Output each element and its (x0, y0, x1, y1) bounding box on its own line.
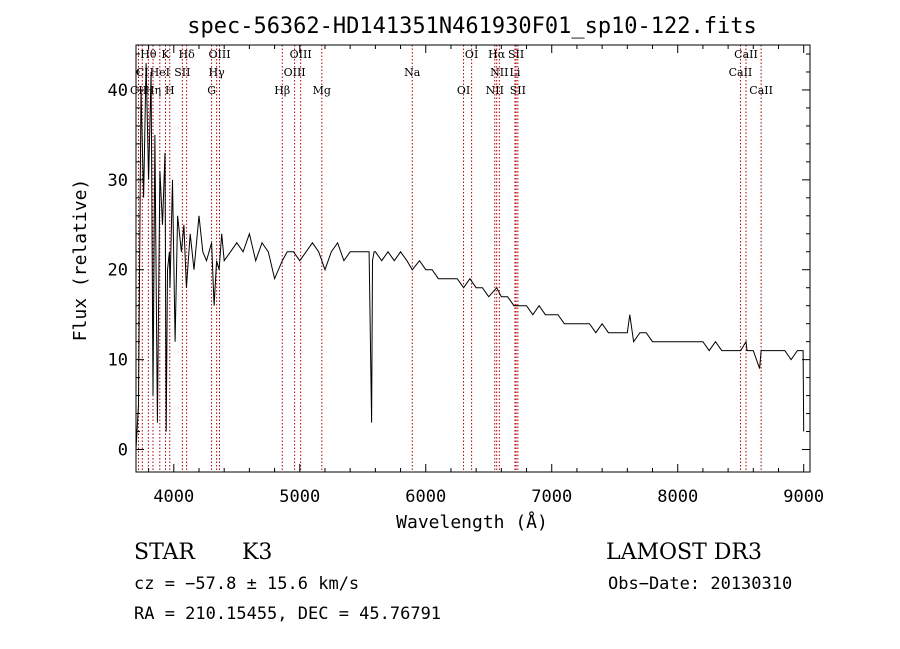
spectral-line-label: OI (465, 48, 478, 61)
y-tick-label: 10 (108, 351, 128, 371)
spectral-line-label: OIII (290, 48, 312, 61)
spectral-line-label: NII (486, 84, 504, 97)
spectral-line-label: SII (508, 48, 524, 61)
spectral-line-label: OI (457, 84, 470, 97)
spectral-subclass: K3 (242, 540, 273, 565)
spectrum-line (135, 62, 805, 450)
chart-title: spec-56362-HD141351N461930F01_sp10-122.f… (187, 14, 757, 39)
x-tick-label: 9000 (783, 487, 824, 507)
y-tick-label: 40 (108, 81, 128, 101)
spectral-line-label: CII (130, 84, 147, 97)
spectral-line-label: OIII (208, 48, 230, 61)
x-tick-label: 8000 (657, 487, 698, 507)
spectral-line-label: Mg (313, 84, 331, 97)
observation-date: Obs−Date: 20130310 (608, 574, 793, 594)
spectral-line-label: CaII (729, 66, 753, 79)
x-tick-label: 4000 (153, 487, 194, 507)
survey-name: LAMOST DR3 (606, 540, 762, 565)
object-type: STAR (134, 540, 195, 565)
spectral-line-label: Hη (145, 84, 161, 97)
x-tick-label: 7000 (531, 487, 572, 507)
spectral-line-label: Hθ (140, 48, 157, 61)
spectral-line-label: Na (404, 66, 421, 79)
spectral-line-label: CaII (734, 48, 758, 61)
spectral-line-label: CaII (749, 84, 773, 97)
spectral-line-label: Li (510, 66, 521, 79)
plot-frame (135, 44, 811, 473)
spectral-line-label: Hγ (209, 66, 226, 79)
redshift-velocity: cz = −57.8 ± 15.6 km/s (134, 574, 360, 594)
x-tick-label: 5000 (279, 487, 320, 507)
y-axis-label: Flux (relative) (70, 179, 91, 342)
x-axis-label: Wavelength (Å) (396, 511, 548, 533)
coordinates: RA = 210.15455, DEC = 45.76791 (134, 604, 442, 624)
spectral-line-label: K (161, 48, 170, 61)
y-tick-label: 0 (118, 441, 128, 461)
spectral-line-label: Hδ (179, 48, 196, 61)
spectral-line-label: SII (510, 84, 526, 97)
x-tick-label: 6000 (405, 487, 446, 507)
y-tick-label: 30 (108, 171, 128, 191)
spectral-line-label: G (207, 84, 216, 97)
spectral-line-label: OIII (284, 66, 306, 79)
spectral-line-label: NII (490, 66, 508, 79)
spectral-line-label: H (165, 84, 175, 97)
y-tick-label: 20 (108, 261, 128, 281)
spectral-line-label: SII (174, 66, 190, 79)
spectral-line-label: Hα (488, 48, 506, 61)
spectral-line-label: HeI (150, 66, 170, 79)
spectral-line-label: Hβ (274, 84, 290, 97)
